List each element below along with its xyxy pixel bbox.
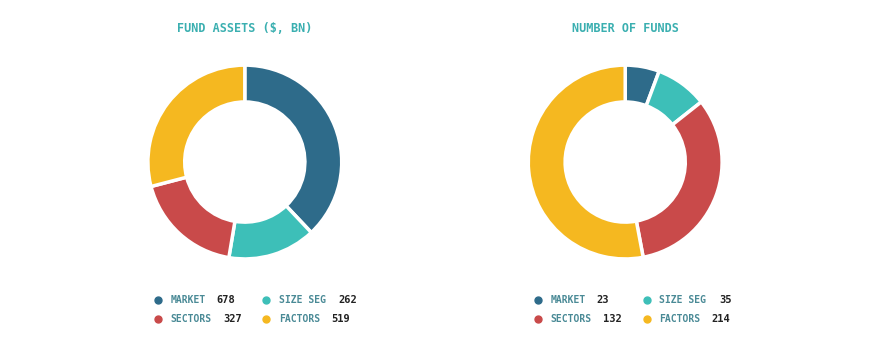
- Text: SIZE SEG: SIZE SEG: [659, 295, 706, 305]
- Text: 519: 519: [331, 314, 350, 324]
- Text: 23: 23: [595, 295, 608, 305]
- Text: 132: 132: [602, 314, 621, 324]
- Wedge shape: [625, 65, 659, 106]
- Wedge shape: [151, 177, 235, 258]
- Wedge shape: [244, 65, 342, 233]
- Text: 35: 35: [718, 295, 731, 305]
- Text: 678: 678: [216, 295, 235, 305]
- Wedge shape: [646, 71, 700, 125]
- Text: FUND ASSETS ($, BN): FUND ASSETS ($, BN): [177, 22, 312, 35]
- Text: SECTORS: SECTORS: [550, 314, 591, 324]
- Text: SIZE SEG: SIZE SEG: [278, 295, 325, 305]
- Wedge shape: [635, 102, 721, 257]
- Text: NUMBER OF FUNDS: NUMBER OF FUNDS: [571, 22, 678, 35]
- Text: 262: 262: [338, 295, 357, 305]
- Text: 214: 214: [711, 314, 730, 324]
- Text: MARKET: MARKET: [170, 295, 205, 305]
- Text: MARKET: MARKET: [550, 295, 585, 305]
- Text: 327: 327: [222, 314, 242, 324]
- Text: SECTORS: SECTORS: [170, 314, 211, 324]
- Wedge shape: [148, 65, 244, 187]
- Wedge shape: [229, 206, 311, 259]
- Text: FACTORS: FACTORS: [278, 314, 320, 324]
- Text: FACTORS: FACTORS: [659, 314, 700, 324]
- Wedge shape: [527, 65, 642, 259]
